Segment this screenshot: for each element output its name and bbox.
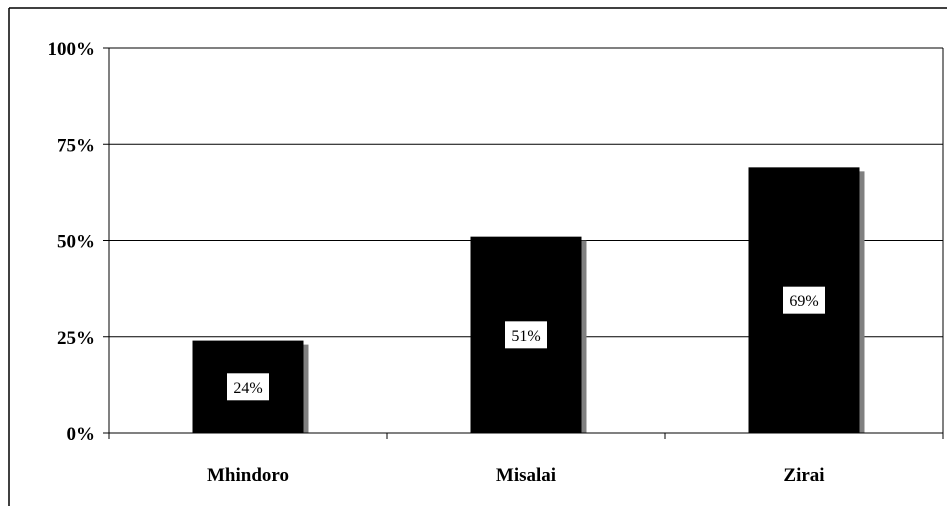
data-label-box [227, 373, 269, 401]
y-axis-ticks: 0% 25% 50% 75% 100% [48, 39, 109, 445]
data-label-box [505, 321, 547, 349]
y-tick-label: 25% [57, 328, 95, 349]
x-category-label: Zirai [783, 465, 824, 486]
x-axis-categories: Mhindoro Misalai Zirai [108, 433, 944, 486]
y-tick-label: 75% [57, 135, 95, 156]
x-category-label: Mhindoro [207, 465, 289, 486]
data-label-box [783, 286, 825, 314]
data-label: 69% [789, 293, 818, 310]
data-labels: 24% 51% 69% [227, 286, 825, 401]
y-tick-label: 50% [57, 232, 95, 253]
x-category-label: Misalai [496, 465, 556, 486]
bars [192, 167, 865, 433]
data-label: 51% [511, 328, 540, 345]
y-tick-label: 100% [48, 39, 96, 60]
data-label: 24% [233, 380, 262, 397]
y-tick-label: 0% [67, 424, 96, 445]
